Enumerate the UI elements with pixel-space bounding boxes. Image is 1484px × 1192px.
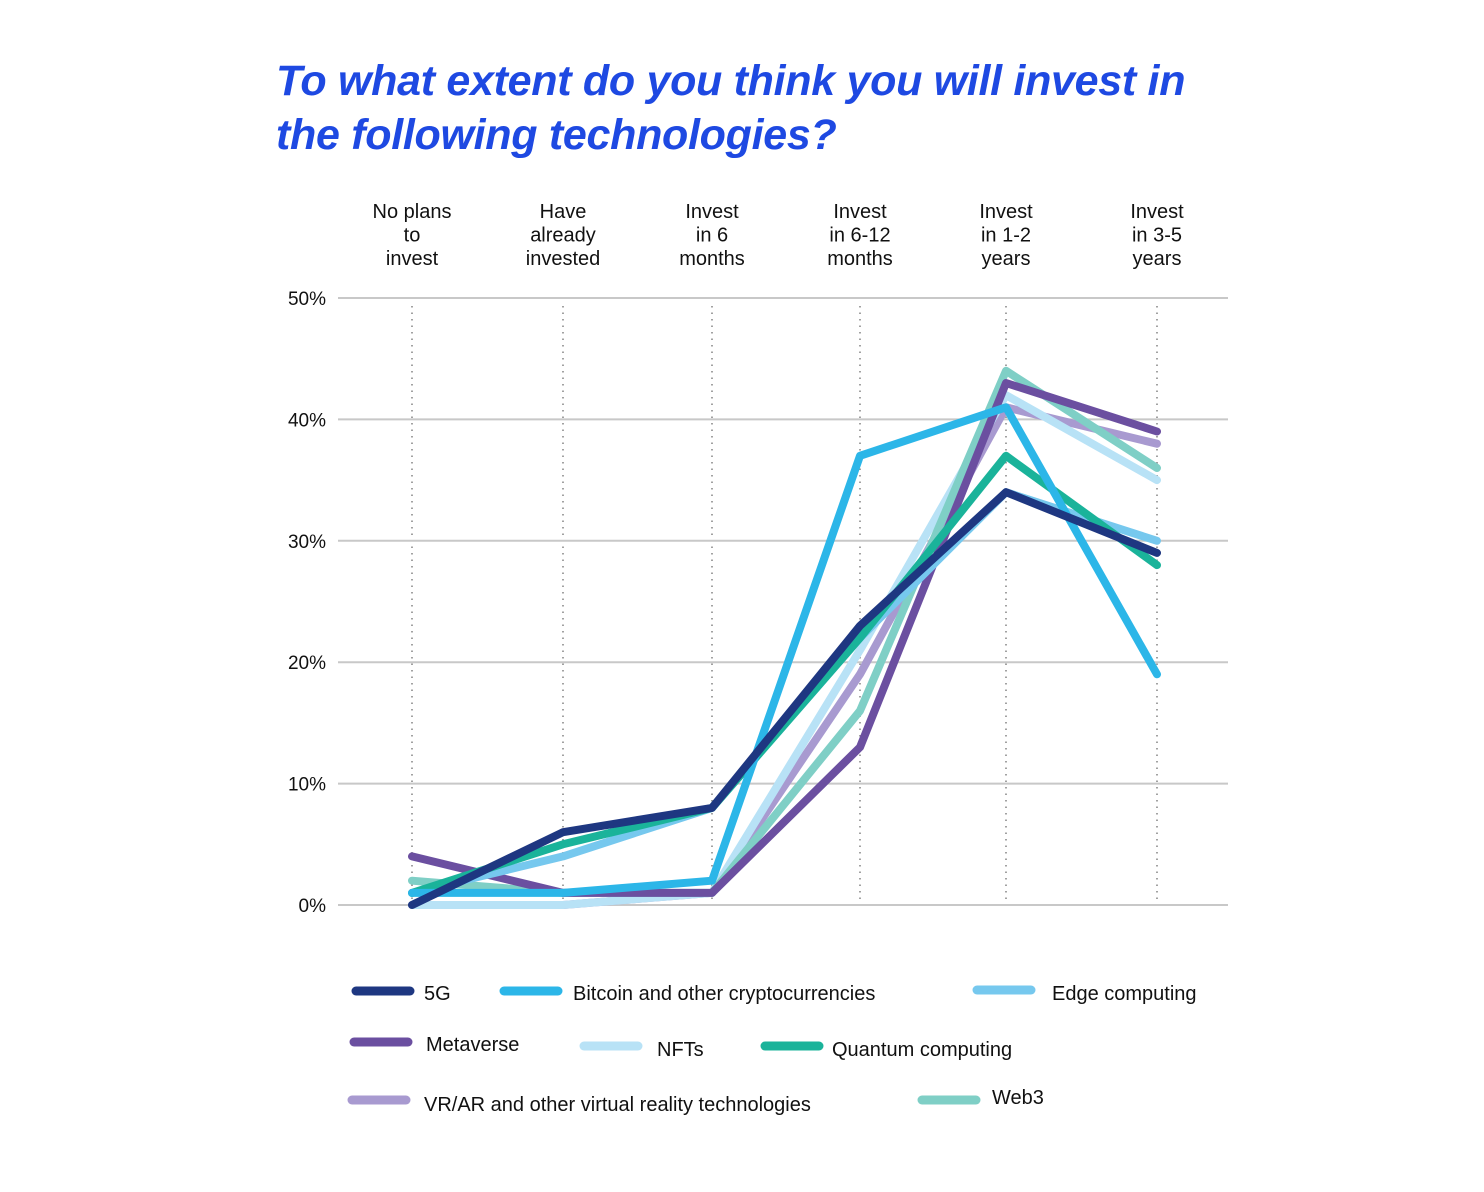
y-axis-ticks: 0% 10% 20% 30% 40% 50% (288, 289, 326, 917)
y-tick-label: 50% (288, 289, 326, 310)
x-category-label: Invest in 6-12 months (827, 201, 893, 270)
series-line-bitcoin-and-other-cryptocurrencies (408, 403, 1161, 897)
series-line-edge-computing (408, 488, 1161, 897)
y-tick-label: 20% (288, 653, 326, 674)
y-tick-label: 30% (288, 532, 326, 553)
legend-label-vr-ar-and-other-virtual-reality-technologies: VR/AR and other virtual reality technolo… (424, 1094, 811, 1116)
x-category-label: Invest in 1-2 years (979, 201, 1033, 270)
series-lines (408, 366, 1161, 909)
y-tick-label: 10% (288, 775, 326, 796)
series-line-metaverse (408, 379, 1161, 897)
x-axis-categories: No plans to invest Have already invested Inves… (373, 201, 1185, 270)
series-line-nfts (408, 391, 1161, 909)
legend: 5G Bitcoin and other cryptocurrencies Edge… (347, 983, 1197, 1116)
legend-label-quantum-computing: Quantum computing (832, 1039, 1012, 1061)
x-category-label: No plans to invest (373, 201, 452, 270)
legend-label-bitcoin-and-other-cryptocurrencies: Bitcoin and other cryptocurrencies (573, 983, 875, 1005)
legend-label-edge-computing: Edge computing (1052, 983, 1197, 1005)
legend-label-nfts: NFTs (657, 1039, 704, 1061)
chart-title: To what extent do you think you will inv… (276, 57, 1186, 159)
series-line-5g (408, 488, 1161, 909)
legend-label-metaverse: Metaverse (426, 1034, 519, 1056)
y-tick-label: 0% (299, 896, 327, 917)
legend-label-5g: 5G (424, 983, 451, 1005)
series-line-web3 (408, 366, 1161, 897)
x-category-label: Invest in 3-5 years (1130, 201, 1184, 270)
x-category-label: Have already invested (526, 201, 601, 270)
x-category-label: Invest in 6 months (679, 201, 745, 270)
legend-label-web3: Web3 (992, 1087, 1044, 1109)
grid-layer (338, 297, 1228, 906)
y-tick-label: 40% (288, 410, 326, 431)
